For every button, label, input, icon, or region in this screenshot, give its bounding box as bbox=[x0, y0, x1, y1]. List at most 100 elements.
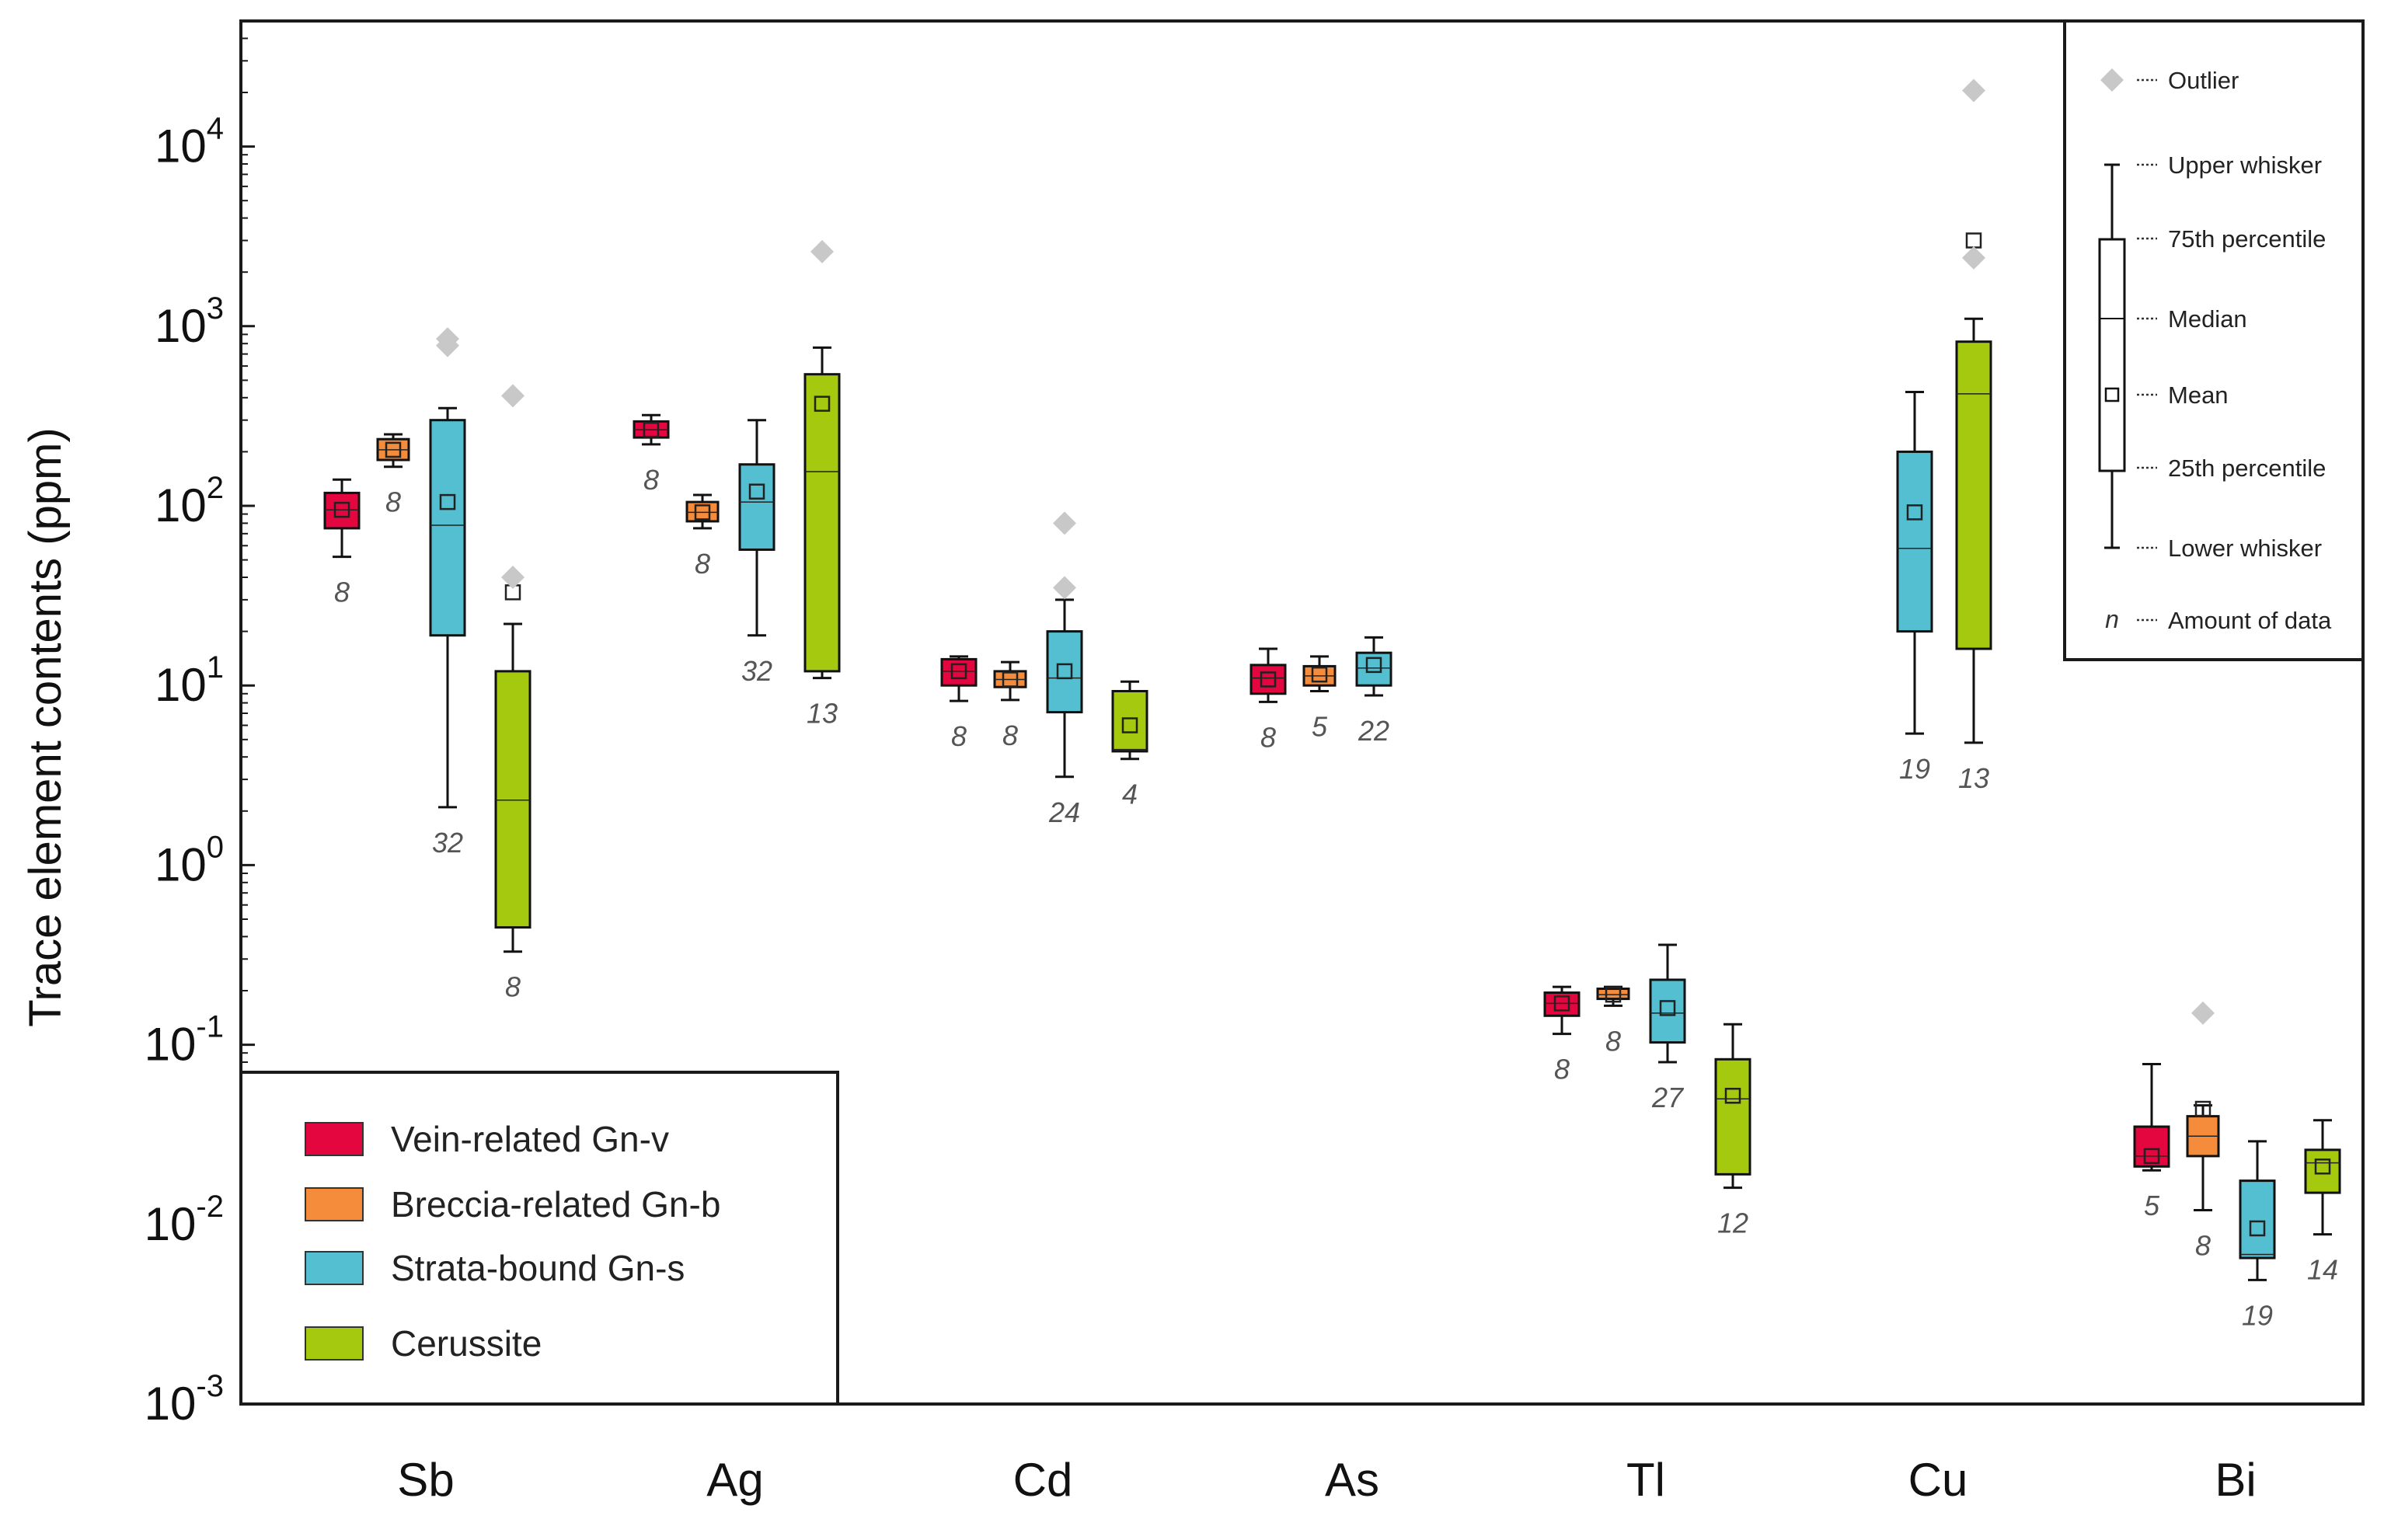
box-Cd-3: 4 bbox=[1111, 680, 1148, 810]
legend-label: Vein-related Gn-v bbox=[391, 1119, 669, 1159]
y-tick-exponent: -3 bbox=[196, 1369, 224, 1403]
key-label: 75th percentile bbox=[2168, 225, 2326, 253]
box-As-0: 8 bbox=[1250, 647, 1287, 753]
y-tick-label: 10-2 bbox=[145, 1190, 224, 1250]
category-label: Ag bbox=[706, 1454, 763, 1506]
y-tick-exponent: 3 bbox=[207, 291, 224, 326]
n-label: 27 bbox=[1651, 1082, 1685, 1113]
mean-marker bbox=[694, 504, 711, 521]
legend-label: Strata-bound Gn-s bbox=[391, 1248, 685, 1288]
mean-marker bbox=[1365, 657, 1382, 674]
n-label: 13 bbox=[807, 698, 838, 730]
box-Cd-0: 8 bbox=[940, 655, 978, 752]
legend-swatch bbox=[305, 1122, 364, 1156]
mean-marker bbox=[1906, 504, 1923, 521]
mean-marker bbox=[1605, 986, 1622, 1003]
box-rect bbox=[738, 463, 775, 551]
key-outlier-diamond bbox=[2100, 68, 2124, 92]
box-rect bbox=[1250, 664, 1287, 695]
n-label: 13 bbox=[1958, 762, 1989, 794]
y-tick-base: 10 bbox=[145, 1378, 197, 1430]
mean-marker bbox=[950, 663, 967, 680]
mean-marker bbox=[643, 421, 660, 438]
y-tick-base: 10 bbox=[145, 1198, 197, 1250]
mean-marker bbox=[2194, 1100, 2211, 1117]
outlier-point bbox=[1962, 246, 1985, 270]
n-label: 24 bbox=[1048, 796, 1080, 828]
box-rect bbox=[1955, 340, 1992, 650]
box-Tl-1: 8 bbox=[1596, 985, 1630, 1057]
outlier-point bbox=[1053, 576, 1076, 600]
y-tick-label: 103 bbox=[155, 291, 224, 352]
n-label: 8 bbox=[1260, 721, 1276, 753]
category-label: Cd bbox=[1013, 1454, 1073, 1506]
n-label: 8 bbox=[505, 971, 521, 1003]
box-Bi-2: 19 bbox=[2239, 1140, 2276, 1331]
legend-label: Breccia-related Gn-b bbox=[391, 1184, 720, 1225]
y-tick-base: 10 bbox=[155, 659, 207, 711]
box-Cd-2: 24 bbox=[1046, 511, 1083, 828]
mean-marker bbox=[1121, 717, 1138, 733]
key-mean-marker bbox=[2104, 387, 2120, 402]
y-tick-label: 104 bbox=[155, 112, 224, 172]
n-label: 8 bbox=[643, 464, 659, 496]
y-tick-exponent: 2 bbox=[207, 471, 224, 505]
mean-marker bbox=[333, 501, 350, 518]
y-tick-label: 102 bbox=[155, 471, 224, 531]
mean-marker bbox=[1260, 671, 1277, 688]
n-label: 32 bbox=[432, 827, 463, 859]
mean-marker bbox=[1002, 671, 1019, 688]
key-label: Outlier bbox=[2168, 67, 2239, 94]
box-Ag-2: 32 bbox=[738, 419, 775, 687]
box-Sb-2: 32 bbox=[429, 327, 466, 859]
n-label: 19 bbox=[1899, 753, 1930, 785]
box-Cu-2: 19 bbox=[1896, 391, 1933, 785]
mean-marker bbox=[748, 483, 765, 500]
y-tick-base: 10 bbox=[155, 300, 207, 352]
category-label: As bbox=[1325, 1454, 1379, 1506]
box-Cu-3: 13 bbox=[1955, 78, 1992, 794]
n-label: 8 bbox=[385, 486, 401, 518]
y-tick-label: 10-3 bbox=[145, 1369, 224, 1430]
box-Sb-3: 8 bbox=[494, 384, 532, 1003]
box-Ag-0: 8 bbox=[633, 413, 670, 496]
box-Sb-0: 8 bbox=[323, 478, 361, 608]
key-label: 25th percentile bbox=[2168, 455, 2326, 482]
legend-swatch bbox=[305, 1251, 364, 1285]
key-label: Mean bbox=[2168, 382, 2229, 409]
n-label: 5 bbox=[2144, 1190, 2160, 1221]
y-tick-exponent: 0 bbox=[207, 830, 224, 864]
box-rect bbox=[1714, 1057, 1751, 1176]
outlier-point bbox=[1962, 78, 1985, 103]
key-label: Lower whisker bbox=[2168, 535, 2322, 562]
mean-marker bbox=[1056, 663, 1073, 680]
y-tick-base: 10 bbox=[145, 1019, 197, 1071]
key-label: Amount of data bbox=[2168, 607, 2332, 634]
category-label: Bi bbox=[2215, 1454, 2256, 1506]
n-label: 8 bbox=[1002, 719, 1018, 751]
mean-marker bbox=[1659, 1000, 1676, 1016]
legend-swatch bbox=[305, 1187, 364, 1221]
mean-marker bbox=[1553, 995, 1570, 1012]
y-tick-base: 10 bbox=[155, 838, 207, 890]
mean-marker bbox=[1724, 1088, 1741, 1104]
y-tick-exponent: 1 bbox=[207, 650, 224, 685]
n-label: 8 bbox=[1605, 1025, 1621, 1057]
n-label: 12 bbox=[1717, 1207, 1748, 1239]
mean-marker bbox=[2314, 1158, 2331, 1175]
key-box-rect bbox=[2098, 238, 2126, 472]
outlier-point bbox=[436, 327, 459, 351]
n-label: 8 bbox=[334, 577, 350, 608]
category-label: Tl bbox=[1626, 1454, 1665, 1506]
box-rect bbox=[1896, 450, 1933, 633]
key-label: Median bbox=[2168, 305, 2247, 333]
box-rect bbox=[2133, 1125, 2170, 1168]
box-rect bbox=[1649, 978, 1686, 1044]
box-rect bbox=[323, 491, 361, 530]
box-Bi-3: 14 bbox=[2304, 1119, 2341, 1286]
mean-marker bbox=[2143, 1148, 2160, 1165]
n-label: 8 bbox=[1554, 1054, 1570, 1085]
box-As-1: 5 bbox=[1302, 655, 1337, 742]
